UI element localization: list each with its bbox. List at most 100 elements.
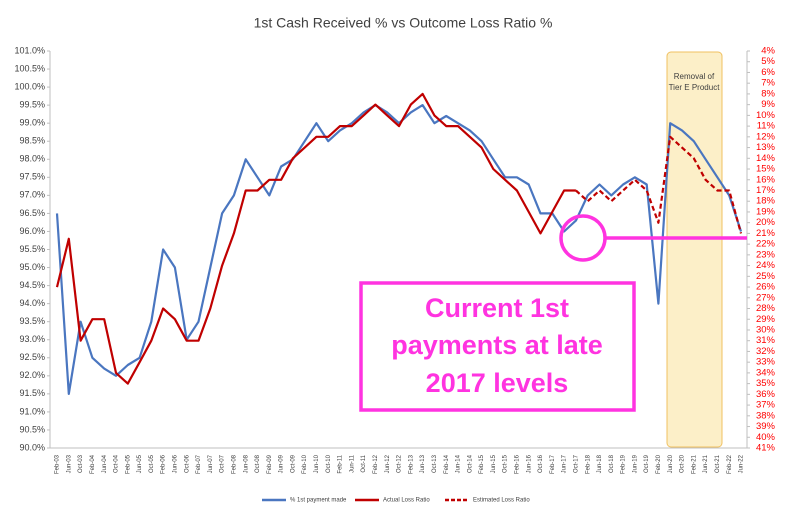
x-tick-label: Oct-20: [680, 454, 686, 473]
x-tick-label: Jun-21: [703, 454, 709, 473]
legend-label: % 1st payment made: [290, 498, 347, 504]
y-tick-label: 93.5%: [19, 316, 45, 326]
x-tick-label: Oct-16: [538, 454, 544, 473]
y2-tick-label: 19%: [756, 206, 776, 217]
band-label: Tier E Product: [669, 83, 721, 92]
x-tick-label: Feb-21: [691, 454, 697, 474]
y2-tick-label: 20%: [756, 217, 776, 228]
y-tick-label: 100.5%: [14, 63, 45, 73]
x-tick-label: Feb-09: [267, 454, 273, 474]
y2-tick-label: 34%: [756, 367, 776, 378]
x-tick-label: Jun-15: [491, 454, 497, 473]
y2-tick-label: 5%: [761, 56, 775, 67]
y-tick-label: 90.5%: [19, 424, 45, 434]
y-tick-label: 92.0%: [19, 370, 45, 380]
y2-tick-label: 30%: [756, 324, 776, 335]
series-line: [575, 135, 743, 234]
x-tick-label: Feb-06: [161, 454, 167, 474]
series-line: [55, 104, 743, 395]
y-tick-label: 96.0%: [19, 226, 45, 236]
x-tick-label: Feb-19: [621, 454, 627, 474]
y-tick-label: 101.0%: [14, 45, 45, 55]
y2-tick-label: 38%: [756, 410, 776, 421]
y2-tick-label: 23%: [756, 249, 776, 260]
x-tick-label: Oct-07: [220, 454, 226, 473]
x-tick-label: Oct-06: [184, 454, 190, 473]
x-tick-label: Jun-11: [349, 454, 355, 473]
x-tick-label: Jun-12: [385, 454, 391, 473]
x-tick-label: Jun-22: [739, 454, 745, 473]
y-tick-label: 91.0%: [19, 406, 45, 416]
y2-tick-label: 16%: [756, 174, 776, 185]
y2-tick-label: 32%: [756, 346, 776, 357]
y2-tick-label: 39%: [756, 421, 776, 432]
y2-tick-label: 24%: [756, 260, 776, 271]
x-tick-label: Feb-18: [585, 454, 591, 474]
callout-text: 2017 levels: [426, 368, 569, 398]
callout-box: [359, 281, 636, 412]
y-tick-label: 98.0%: [19, 154, 45, 164]
y-tick-label: 98.5%: [19, 136, 45, 146]
x-tick-label: Oct-21: [715, 454, 721, 473]
y2-tick-label: 37%: [756, 400, 776, 411]
x-tick-label: Jun-19: [632, 454, 638, 473]
x-tick-label: Oct-08: [255, 454, 261, 473]
y-tick-label: 94.0%: [19, 298, 45, 308]
y-tick-label: 99.0%: [19, 118, 45, 128]
y2-tick-label: 29%: [756, 314, 776, 325]
x-tick-label: Oct-18: [609, 454, 615, 473]
x-tick-label: Oct-15: [503, 454, 509, 473]
y2-tick-label: 33%: [756, 357, 776, 368]
x-tick-label: Feb-15: [479, 454, 485, 474]
x-tick-label: Oct-05: [149, 454, 155, 473]
x-tick-label: Jun-09: [279, 454, 285, 473]
highlight-band: [666, 51, 723, 448]
y2-tick-label: 25%: [756, 271, 776, 282]
series-line: [55, 92, 576, 385]
y2-tick-label: 41%: [756, 443, 776, 454]
y-tick-label: 93.0%: [19, 334, 45, 344]
x-tick-label: Feb-07: [196, 454, 202, 474]
y2-tick-label: 27%: [756, 292, 776, 303]
x-tick-label: Feb-16: [515, 454, 521, 474]
x-tick-label: Jun-08: [243, 454, 249, 473]
y2-tick-label: 6%: [761, 67, 775, 78]
x-tick-label: Jun-04: [102, 454, 108, 473]
y-tick-label: 96.5%: [19, 208, 45, 218]
y2-tick-label: 18%: [756, 196, 776, 207]
y2-tick-label: 7%: [761, 78, 775, 89]
x-tick-label: Feb-10: [302, 454, 308, 474]
legend-label: Actual Loss Ratio: [383, 498, 430, 504]
y2-tick-label: 10%: [756, 110, 776, 121]
x-tick-label: Jun-18: [597, 454, 603, 473]
callout-text: payments at late: [391, 330, 603, 360]
x-tick-label: Oct-10: [326, 454, 332, 473]
x-tick-label: Feb-11: [338, 454, 344, 473]
x-tick-label: Oct-19: [644, 454, 650, 473]
x-tick-label: Oct-04: [114, 454, 120, 473]
x-tick-label: Feb-05: [125, 454, 131, 474]
x-tick-label: Oct-11: [361, 454, 367, 472]
x-tick-label: Oct-09: [290, 454, 296, 473]
x-tick-label: Jun-05: [137, 454, 143, 473]
x-tick-label: Jun-13: [420, 454, 426, 473]
y2-tick-label: 15%: [756, 164, 776, 175]
y-tick-label: 94.5%: [19, 280, 45, 290]
y2-tick-label: 17%: [756, 185, 776, 196]
y-tick-label: 99.5%: [19, 100, 45, 110]
y2-tick-label: 22%: [756, 239, 776, 250]
x-tick-label: Jun-14: [456, 454, 462, 473]
x-tick-label: Feb-20: [656, 454, 662, 474]
y2-tick-label: 28%: [756, 303, 776, 314]
y2-tick-label: 31%: [756, 335, 776, 346]
x-tick-label: Feb-17: [550, 454, 556, 474]
x-tick-label: Jun-16: [526, 454, 532, 473]
y2-tick-label: 35%: [756, 378, 776, 389]
x-tick-label: Jun-07: [208, 454, 214, 473]
band-label: Removal of: [674, 72, 715, 81]
plot: 90.0% 90.5% 91.0% 91.5% 92.0% 92.5% 93.0% 93.5%…: [14, 45, 775, 474]
y-tick-label: 97.0%: [19, 190, 45, 200]
x-tick-label: Jun-06: [173, 454, 179, 473]
x-tick-label: Feb-03: [55, 454, 61, 474]
